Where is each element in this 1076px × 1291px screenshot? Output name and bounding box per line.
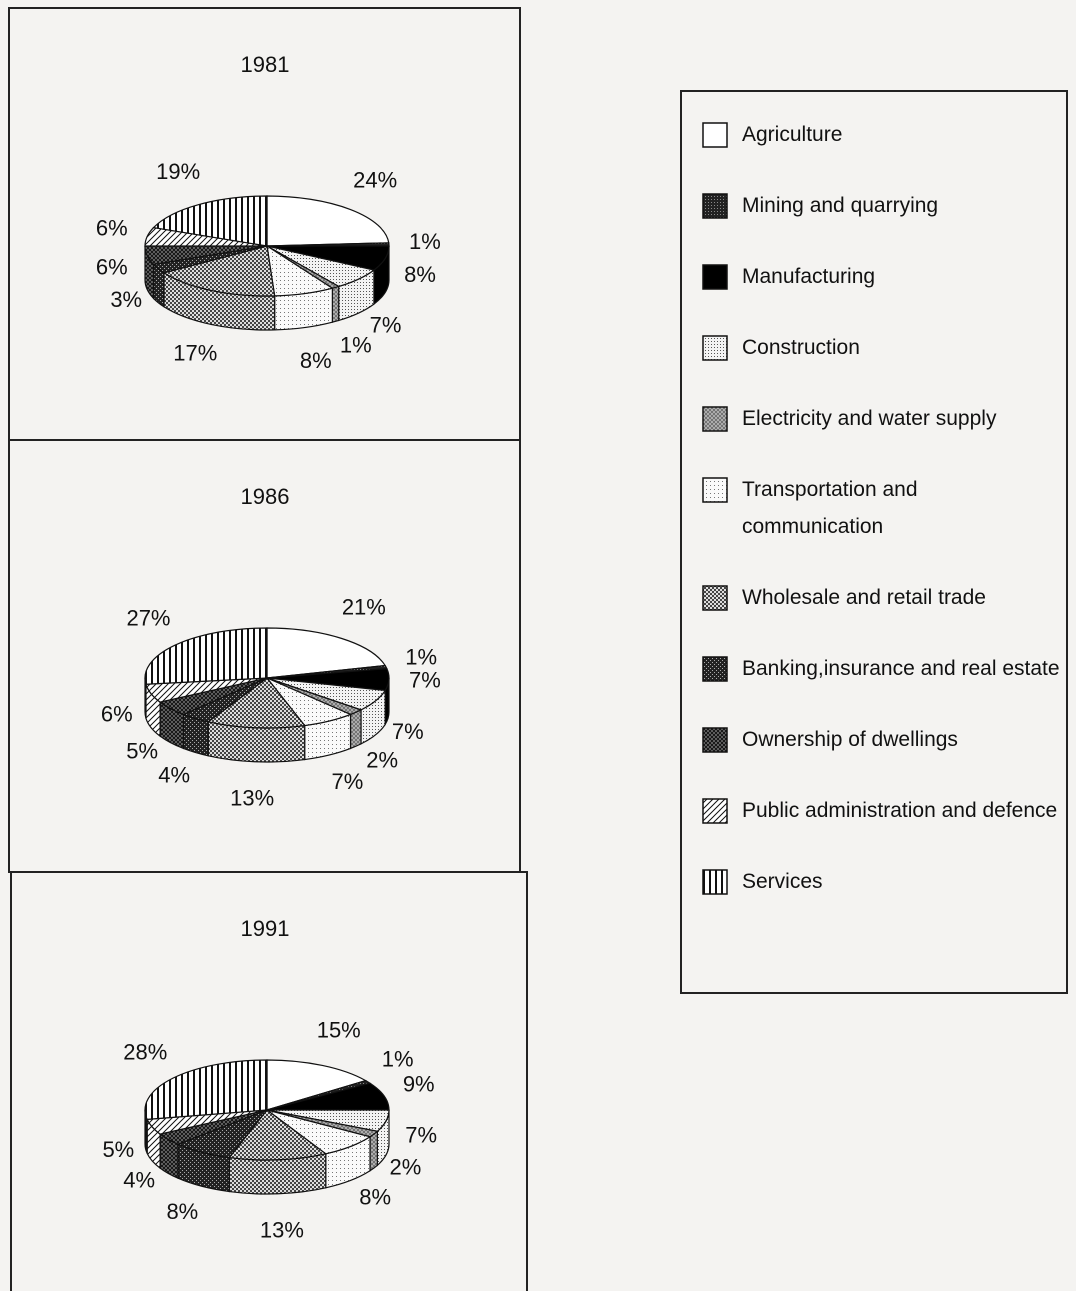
legend-label: Banking,insurance and real estate xyxy=(742,657,1060,680)
data-label: 8% xyxy=(359,1185,391,1210)
legend-swatch xyxy=(702,585,728,611)
swatch-rect xyxy=(702,406,728,432)
data-label: 4% xyxy=(123,1168,155,1193)
data-label: 5% xyxy=(126,739,158,764)
swatch-rect xyxy=(702,335,728,361)
legend-label: Wholesale and retail trade xyxy=(742,586,986,609)
data-label: 1% xyxy=(409,229,441,254)
data-label: 27% xyxy=(126,606,170,631)
legend-swatch xyxy=(702,264,728,290)
legend-item: Construction xyxy=(702,329,1066,366)
pie-slice xyxy=(152,195,268,247)
legend-swatch xyxy=(702,122,728,148)
legend-item: Banking,insurance and real estate xyxy=(702,650,1066,687)
legend-swatch xyxy=(702,193,728,219)
legend-swatch xyxy=(702,406,728,432)
legend-item: Public administration and defence xyxy=(702,792,1066,829)
legend-label: Manufacturing xyxy=(742,265,876,288)
legend-item: Manufacturing xyxy=(702,258,1066,295)
data-label: 17% xyxy=(173,341,217,366)
data-label: 5% xyxy=(102,1137,134,1162)
data-label: 1% xyxy=(405,645,437,670)
data-label: 28% xyxy=(123,1040,167,1065)
data-label: 8% xyxy=(404,262,436,287)
legend-label: Construction xyxy=(742,336,860,359)
data-label: 19% xyxy=(156,159,200,184)
data-label: 7% xyxy=(405,1122,437,1147)
data-label: 1% xyxy=(382,1046,414,1071)
data-label: 15% xyxy=(317,1017,361,1042)
chart-title: 1986 xyxy=(241,484,290,509)
data-label: 7% xyxy=(392,719,424,744)
chart-title: 1991 xyxy=(241,916,290,941)
pie-side xyxy=(331,285,340,323)
legend-swatch xyxy=(702,335,728,361)
pie-slice xyxy=(162,245,276,297)
data-label: 1% xyxy=(340,333,372,358)
legend-swatch xyxy=(702,727,728,753)
legend: Agriculture Mining and quarrying Manufactu… xyxy=(680,90,1068,994)
pie-side xyxy=(369,1129,378,1172)
swatch-rect xyxy=(702,798,728,824)
data-label: 4% xyxy=(158,763,190,788)
legend-swatch xyxy=(702,477,728,503)
data-label: 2% xyxy=(390,1155,422,1180)
swatch-rect xyxy=(702,122,728,148)
legend-label: Electricity and water supply xyxy=(742,407,997,430)
legend-label: Mining and quarrying xyxy=(742,194,939,217)
pie-side xyxy=(349,708,362,750)
charts: 198124%1%8%7%1%8%17%3%6%6%19%198621%1%7%… xyxy=(8,7,528,1291)
swatch-rect xyxy=(702,264,728,290)
swatch-rect xyxy=(702,869,728,895)
panel xyxy=(10,871,528,1291)
legend-swatch xyxy=(702,869,728,895)
data-label: 3% xyxy=(110,287,142,312)
pie-slice xyxy=(206,677,306,729)
data-label: 8% xyxy=(166,1199,198,1224)
legend-label: Ownership of dwellings xyxy=(742,728,958,751)
legend-item: Services xyxy=(702,863,1066,900)
legend-swatch xyxy=(702,656,728,682)
legend-item: Electricity and water supply xyxy=(702,400,1066,437)
pie-slice xyxy=(266,195,390,247)
legend-label: Agriculture xyxy=(742,123,843,146)
legend-item: Ownership of dwellings xyxy=(702,721,1066,758)
data-label: 6% xyxy=(101,702,133,727)
pie-slice xyxy=(228,1109,328,1161)
swatch-rect xyxy=(702,656,728,682)
data-label: 7% xyxy=(409,668,441,693)
data-label: 9% xyxy=(403,1071,435,1096)
legend-item: Wholesale and retail trade xyxy=(702,579,1066,616)
swatch-rect xyxy=(702,477,728,503)
data-label: 13% xyxy=(230,785,274,810)
legend-label: Services xyxy=(742,870,823,893)
legend-item: Agriculture xyxy=(702,116,1066,153)
data-label: 6% xyxy=(96,255,128,280)
pie-slice xyxy=(144,627,268,685)
pie-slice xyxy=(144,1059,268,1121)
pie-slice xyxy=(266,1059,368,1111)
data-label: 13% xyxy=(260,1217,304,1242)
data-label: 2% xyxy=(366,747,398,772)
data-label: 7% xyxy=(332,769,364,794)
swatch-rect xyxy=(702,727,728,753)
data-label: 21% xyxy=(342,594,386,619)
data-label: 7% xyxy=(370,312,402,337)
data-label: 24% xyxy=(353,168,397,193)
legend-swatch xyxy=(702,798,728,824)
legend-item: Mining and quarrying xyxy=(702,187,1066,224)
legend-item: Transportation and communication xyxy=(702,471,1066,545)
pie-slice xyxy=(266,627,387,679)
legend-label: Public administration and defence xyxy=(742,799,1058,822)
chart-title: 1981 xyxy=(241,52,290,77)
swatch-rect xyxy=(702,585,728,611)
legend-label: Transportation and communication xyxy=(742,478,918,538)
data-label: 6% xyxy=(96,215,128,240)
swatch-rect xyxy=(702,193,728,219)
data-label: 8% xyxy=(300,348,332,373)
